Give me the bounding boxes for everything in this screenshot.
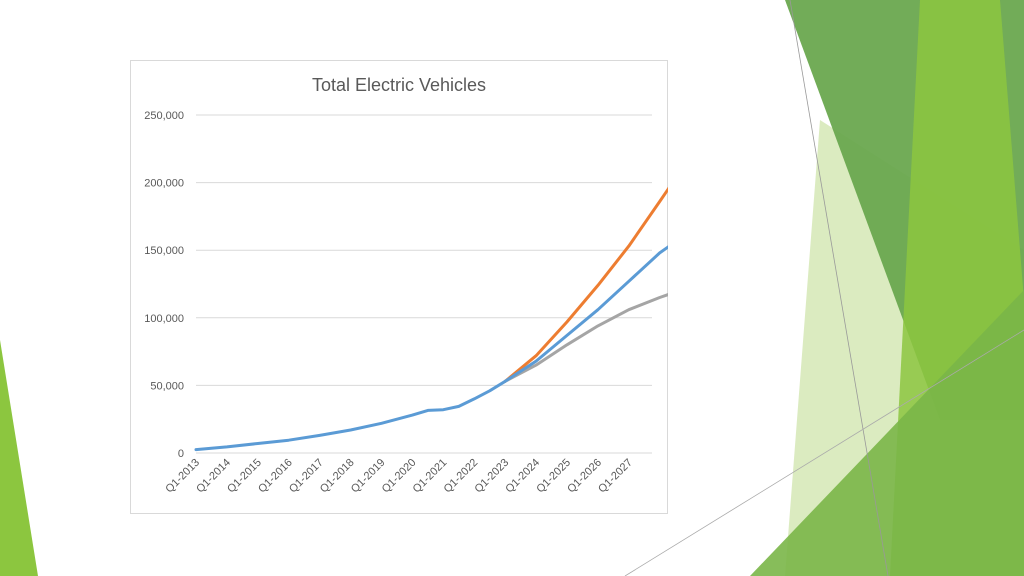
chart-title: Total Electric Vehicles [312, 75, 486, 95]
y-axis-tick-labels: 0 50,000 100,000 150,000 200,000 250,000 [144, 110, 184, 460]
left-accent-shape [0, 340, 38, 576]
y-tick-label: 200,000 [144, 178, 184, 190]
x-tick-label: Q1-2027 [596, 457, 635, 496]
chart-frame [130, 60, 668, 514]
series-line-1 [194, 245, 668, 452]
chart: Total Electric Vehicles 0 50,000 100,000 15… [144, 75, 668, 496]
series-line-2 [503, 186, 668, 383]
decor-line-2 [624, 329, 1024, 576]
gridlines [196, 114, 652, 454]
series-line-3 [503, 293, 668, 383]
decor-line-1 [789, 0, 889, 576]
y-tick-label: 250,000 [144, 110, 184, 122]
data-series [194, 186, 668, 452]
right-accent-shape-bottom [750, 290, 1024, 576]
y-tick-label: 150,000 [144, 245, 184, 257]
y-tick-label: 50,000 [150, 380, 184, 392]
y-tick-label: 0 [178, 448, 184, 460]
y-tick-label: 100,000 [144, 313, 184, 325]
x-axis-tick-labels: Q1-2013Q1-2014Q1-2015Q1-2016Q1-2017Q1-20… [163, 457, 635, 496]
